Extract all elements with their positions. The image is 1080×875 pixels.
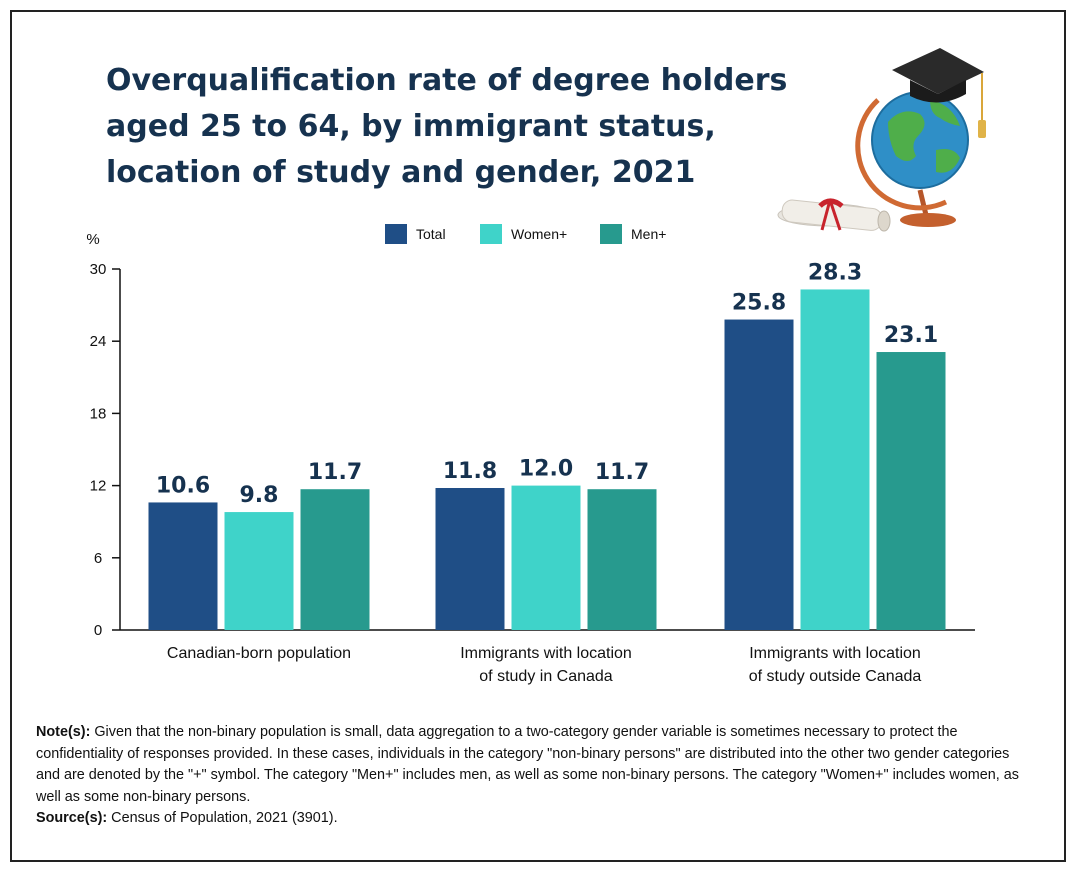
chart-title-line-1: Overqualification rate of degree holders: [106, 63, 788, 98]
legend-label: Men+: [631, 226, 666, 242]
bar-men-plus: [587, 489, 657, 630]
note-label: Note(s):: [36, 724, 91, 740]
y-axis-label: %: [86, 231, 99, 248]
bar-chart: % 0 6 12 18 24 30 10.6 9.8 11.7 Canadian-born popu…: [86, 224, 975, 685]
source-label: Source(s):: [36, 810, 108, 826]
bar-women-plus: [224, 512, 294, 630]
bar-men-plus: [876, 352, 946, 630]
bar-value-label: 25.8: [732, 291, 786, 316]
x-category-label: of study in Canada: [479, 668, 613, 685]
bar-value-label: 11.8: [443, 459, 497, 484]
bar-women-plus: [511, 485, 581, 630]
y-tick-label: 18: [90, 405, 107, 422]
globe-graduation-cap-illustration: [777, 48, 986, 232]
bar-value-label: 12.0: [519, 457, 573, 482]
source-paragraph: Source(s): Census of Population, 2021 (3…: [36, 808, 1026, 830]
legend-swatch: [480, 224, 502, 244]
bar-value-label: 28.3: [808, 260, 862, 285]
note-text: Given that the non-binary population is …: [36, 724, 1019, 805]
x-category-label: Immigrants with location: [749, 645, 921, 662]
globe-icon: [855, 91, 969, 227]
chart-title: Overqualification rate of degree holders…: [106, 58, 806, 196]
notes-section: Note(s): Given that the non-binary popul…: [36, 722, 1026, 830]
x-category-label: of study outside Canada: [749, 668, 922, 685]
graduation-cap-icon: [892, 48, 986, 138]
bar-total: [724, 319, 794, 630]
bar-value-label: 9.8: [240, 483, 279, 508]
y-tick-label: 0: [94, 622, 102, 639]
bar-total: [435, 488, 505, 630]
bar-total: [148, 502, 218, 630]
bar-value-label: 11.7: [308, 460, 362, 485]
y-tick-label: 30: [90, 261, 107, 278]
y-tick-label: 12: [90, 478, 107, 495]
legend-swatch: [600, 224, 622, 244]
bar-value-label: 11.7: [595, 460, 649, 485]
bar-men-plus: [300, 489, 370, 630]
legend-label: Total: [416, 226, 446, 242]
note-paragraph: Note(s): Given that the non-binary popul…: [36, 722, 1026, 808]
bar-value-label: 10.6: [156, 473, 210, 498]
x-category-label: Immigrants with location: [460, 645, 632, 662]
source-text: Census of Population, 2021 (3901).: [107, 810, 338, 826]
x-category-label: Canadian-born population: [167, 645, 351, 662]
chart-title-line-2: aged 25 to 64, by immigrant status,: [106, 109, 716, 144]
legend-label: Women+: [511, 226, 567, 242]
diploma-icon: [777, 198, 891, 232]
bar-women-plus: [800, 289, 870, 630]
chart-title-line-3: location of study and gender, 2021: [106, 155, 696, 190]
legend-swatch: [385, 224, 407, 244]
bar-value-label: 23.1: [884, 323, 938, 348]
y-tick-label: 24: [90, 333, 107, 350]
y-tick-label: 6: [94, 550, 102, 567]
